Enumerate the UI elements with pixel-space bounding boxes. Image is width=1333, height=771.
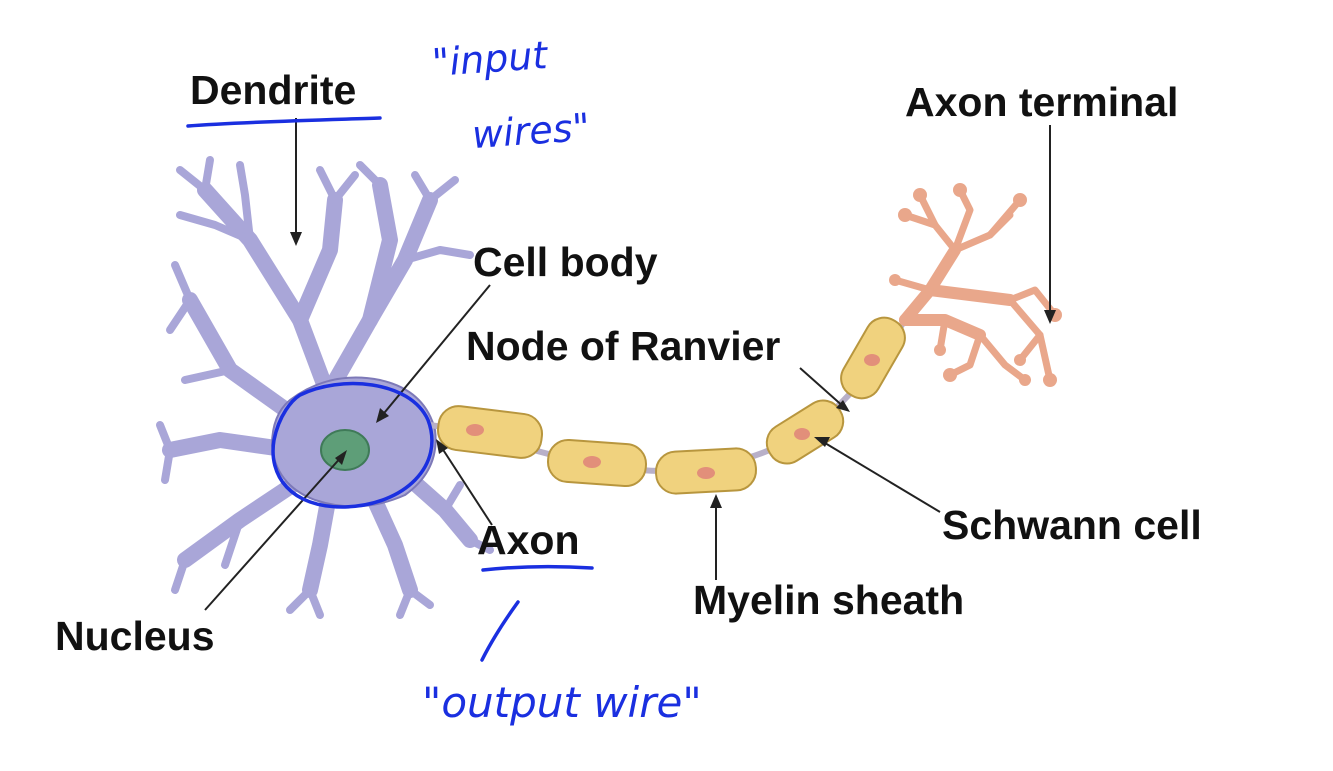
output-connector xyxy=(480,600,520,662)
label-myelin-sheath: Myelin sheath xyxy=(693,577,965,623)
node-of-ranvier-leader xyxy=(799,367,846,409)
dendrites xyxy=(156,156,494,619)
label-cell-body: Cell body xyxy=(473,239,658,285)
cell-body-circle xyxy=(271,381,434,509)
myelin-dots xyxy=(466,354,880,479)
axon-underline xyxy=(481,564,594,572)
note-output: "output wire" xyxy=(422,678,702,727)
leader-lines xyxy=(204,118,1051,611)
nucleus-leader xyxy=(204,454,344,611)
axon-leader xyxy=(439,444,493,526)
leader-arrowheads xyxy=(290,232,1056,508)
label-dendrite: Dendrite xyxy=(190,67,357,113)
note-input-line2: wires" xyxy=(470,104,592,158)
nucleus-shape xyxy=(320,429,370,471)
axon-terminal-shape xyxy=(891,186,1059,384)
dendrite-underline xyxy=(186,116,382,128)
schwann-cell-leader xyxy=(819,439,941,513)
label-schwann-cell: Schwann cell xyxy=(942,502,1202,548)
label-axon: Axon xyxy=(477,517,580,563)
label-axon-terminal: Axon terminal xyxy=(905,79,1179,125)
note-input-line1: "input xyxy=(430,33,549,85)
hand-annotations xyxy=(186,116,594,662)
label-nucleus: Nucleus xyxy=(55,613,215,659)
cell-body-leader xyxy=(379,284,491,419)
label-node-of-ranvier: Node of Ranvier xyxy=(466,323,781,369)
